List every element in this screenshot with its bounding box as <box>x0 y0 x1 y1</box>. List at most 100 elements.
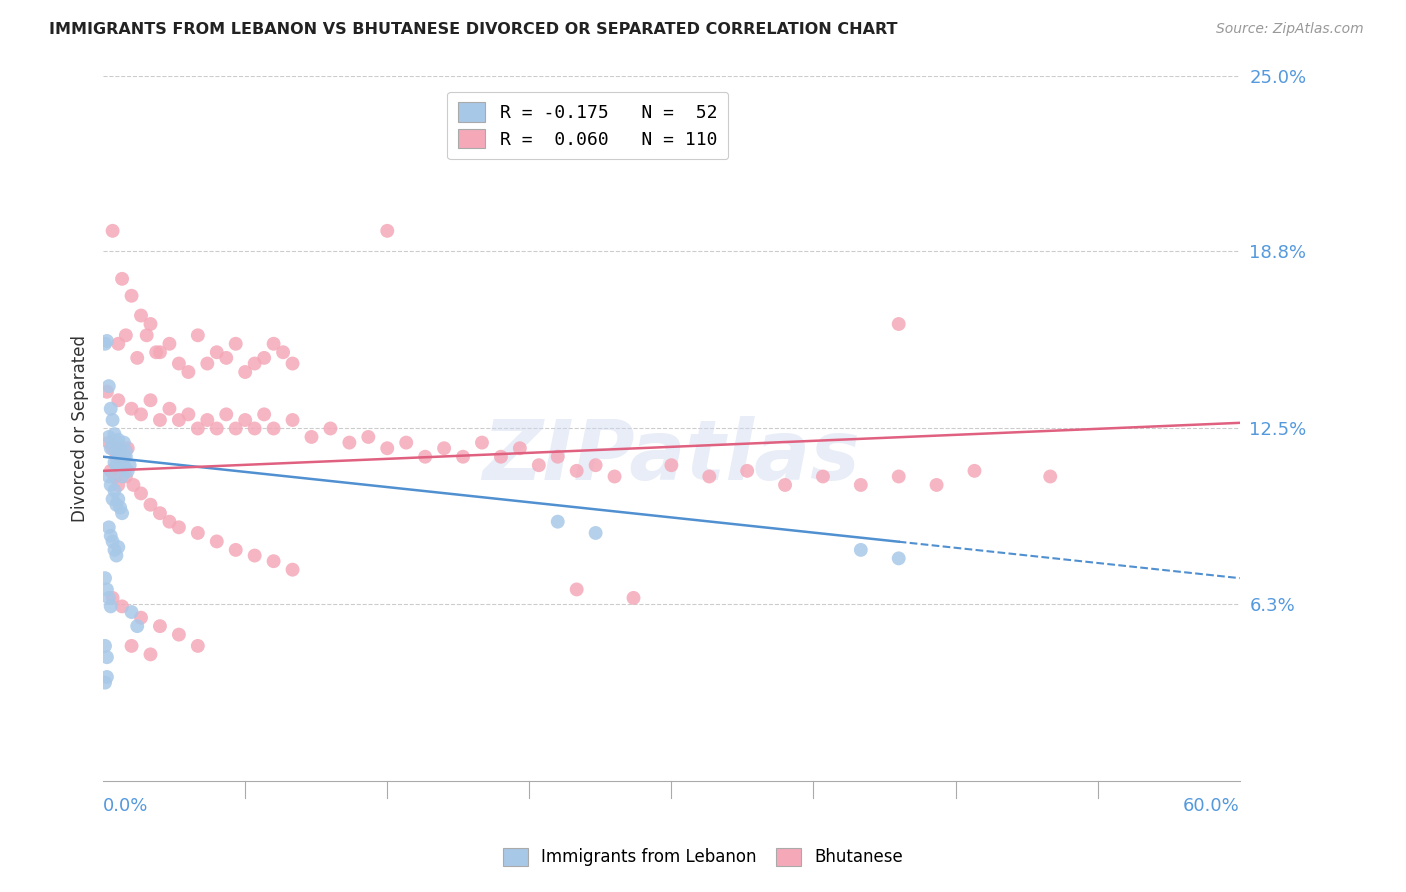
Point <box>117 442 139 456</box>
Point <box>301 430 323 444</box>
Point <box>115 444 138 458</box>
Point <box>735 464 758 478</box>
Point <box>108 447 131 461</box>
Point <box>100 401 122 416</box>
Point <box>103 469 125 483</box>
Point <box>263 554 285 568</box>
Point <box>139 317 162 331</box>
Point <box>509 442 531 456</box>
Point <box>159 515 181 529</box>
Point <box>105 458 128 473</box>
Point <box>205 345 228 359</box>
Point <box>101 413 124 427</box>
Point <box>139 648 162 662</box>
Point <box>94 675 117 690</box>
Point <box>97 591 120 605</box>
Point <box>107 336 129 351</box>
Point <box>97 430 120 444</box>
Point <box>105 444 128 458</box>
Point <box>100 599 122 614</box>
Point <box>887 469 910 483</box>
Point <box>103 427 125 442</box>
Text: 0.0%: 0.0% <box>103 797 149 815</box>
Point <box>281 563 304 577</box>
Point <box>375 224 398 238</box>
Point <box>225 542 247 557</box>
Point <box>107 438 129 452</box>
Point <box>94 639 117 653</box>
Point <box>127 619 149 633</box>
Point <box>111 506 134 520</box>
Point <box>101 591 124 605</box>
Point <box>108 500 131 515</box>
Point <box>100 442 122 456</box>
Point <box>527 458 550 473</box>
Point <box>281 413 304 427</box>
Point <box>122 478 145 492</box>
Text: IMMIGRANTS FROM LEBANON VS BHUTANESE DIVORCED OR SEPARATED CORRELATION CHART: IMMIGRANTS FROM LEBANON VS BHUTANESE DIV… <box>49 22 897 37</box>
Point <box>243 357 266 371</box>
Point <box>167 520 190 534</box>
Point <box>205 534 228 549</box>
Point <box>111 469 134 483</box>
Point <box>243 549 266 563</box>
Point <box>108 442 131 456</box>
Point <box>101 442 124 456</box>
Point <box>585 525 607 540</box>
Point <box>121 639 143 653</box>
Point <box>121 289 143 303</box>
Point <box>225 336 247 351</box>
Text: ZIPatlas: ZIPatlas <box>482 417 860 497</box>
Point <box>215 408 238 422</box>
Point <box>811 469 834 483</box>
Y-axis label: Divorced or Separated: Divorced or Separated <box>72 335 89 522</box>
Point <box>149 413 172 427</box>
Point <box>121 605 143 619</box>
Legend: Immigrants from Lebanon, Bhutanese: Immigrants from Lebanon, Bhutanese <box>496 841 910 873</box>
Point <box>111 452 134 467</box>
Point <box>129 610 152 624</box>
Text: Source: ZipAtlas.com: Source: ZipAtlas.com <box>1216 22 1364 37</box>
Point <box>107 393 129 408</box>
Point <box>139 393 162 408</box>
Point <box>101 492 124 507</box>
Point <box>159 336 181 351</box>
Point <box>547 450 569 464</box>
Point <box>149 506 172 520</box>
Point <box>135 328 157 343</box>
Point <box>925 478 948 492</box>
Point <box>139 498 162 512</box>
Point <box>849 478 872 492</box>
Point <box>413 450 436 464</box>
Point <box>97 435 120 450</box>
Point <box>94 336 117 351</box>
Point <box>115 469 138 483</box>
Point <box>471 435 494 450</box>
Point <box>94 571 117 585</box>
Point <box>96 582 118 597</box>
Point <box>233 365 256 379</box>
Point <box>187 639 209 653</box>
Point <box>263 421 285 435</box>
Point <box>773 478 796 492</box>
Point <box>100 478 122 492</box>
Point <box>97 379 120 393</box>
Point <box>195 413 218 427</box>
Point <box>187 525 209 540</box>
Point <box>101 435 124 450</box>
Point <box>271 345 294 359</box>
Point <box>433 442 456 456</box>
Point <box>849 542 872 557</box>
Point <box>225 421 247 435</box>
Point <box>118 458 141 473</box>
Point <box>661 458 683 473</box>
Point <box>281 357 304 371</box>
Point <box>451 450 474 464</box>
Point <box>96 650 118 665</box>
Point <box>111 599 134 614</box>
Point <box>187 328 209 343</box>
Point <box>103 483 125 498</box>
Legend: R = -0.175   N =  52, R =  0.060   N = 110: R = -0.175 N = 52, R = 0.060 N = 110 <box>447 92 728 160</box>
Point <box>97 520 120 534</box>
Point <box>565 582 588 597</box>
